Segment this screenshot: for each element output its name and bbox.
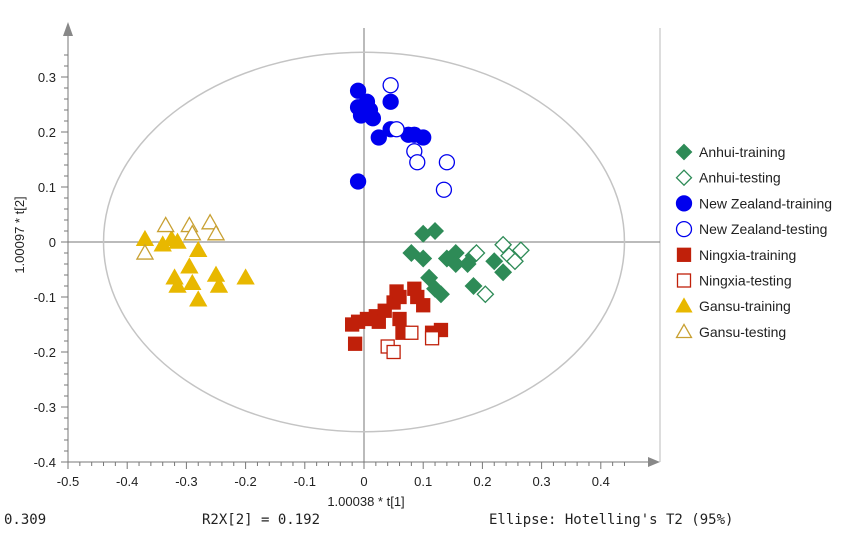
legend-marker-ningxia-testing: [676, 273, 692, 288]
x-tick-label: 0.4: [592, 474, 610, 489]
new-zealand-training-point: [349, 82, 367, 99]
ningxia-training-point: [392, 311, 407, 327]
new-zealand-training-point: [364, 110, 382, 127]
ningxia-training-point: [392, 289, 407, 305]
gansu-training-point: [209, 276, 229, 293]
legend-label-new-zealand-training: New Zealand-training: [699, 195, 832, 211]
gansu-training-point: [206, 265, 226, 282]
gansu-training-point: [189, 240, 208, 257]
x-tick-label: -0.2: [234, 474, 256, 489]
anhui-testing-point: [467, 244, 486, 262]
legend: Anhui-training Anhui-testing New Zealand-t…: [675, 143, 832, 340]
gansu-testing-point: [156, 216, 175, 233]
gansu-training-point: [168, 276, 187, 293]
x-axis-arrow: [648, 457, 660, 467]
footer-r2x1-value: 0.309: [4, 512, 47, 528]
ningxia-testing-point: [424, 331, 440, 346]
gansu-testing-point: [183, 224, 202, 241]
x-axis-label: 1.00038 * t[1]: [327, 494, 404, 509]
gansu-testing-point: [135, 243, 155, 260]
legend-marker-new-zealand-testing: [675, 220, 693, 238]
footer-r2x2: R2X[2] = 0.192: [202, 512, 321, 528]
anhui-training-point: [494, 263, 513, 282]
y-axis-label: 1.00097 * t[2]: [12, 196, 27, 273]
y-tick-label: -0.2: [34, 345, 56, 360]
gansu-training-point: [236, 268, 255, 285]
ningxia-training-point: [416, 298, 431, 313]
footer-ellipse-note: Ellipse: Hotelling's T2 (95%): [489, 512, 734, 528]
x-tick-label: 0.3: [533, 474, 551, 489]
anhui-training-point: [414, 249, 433, 268]
y-tick-label: 0: [49, 235, 56, 250]
points-layer: [135, 77, 530, 360]
y-tick-label: 0.3: [38, 70, 56, 85]
y-tick-label: 0.1: [38, 180, 56, 195]
score-scatter-chart: -0.5 -0.4 -0.3 -0.2 -0.1 0 0.1 0.2 0.3 0.40.30.20…: [12, 22, 833, 509]
new-zealand-testing-point: [435, 181, 453, 198]
anhui-training-point: [426, 222, 445, 240]
ningxia-training-point: [347, 336, 363, 351]
anhui-testing-point: [505, 252, 524, 271]
legend-marker-anhui-training: [675, 143, 693, 161]
legend-label-gansu-testing: Gansu-testing: [699, 324, 786, 340]
anhui-training-point: [402, 244, 421, 262]
anhui-training-point: [485, 252, 504, 271]
new-zealand-testing-point: [438, 154, 456, 171]
axes-layer: [61, 22, 661, 469]
x-tick-label: -0.5: [57, 474, 79, 489]
legend-marker-gansu-testing: [675, 323, 693, 339]
x-tick-label: -0.4: [116, 474, 138, 489]
y-tick-label: -0.1: [34, 290, 56, 305]
legend-label-ningxia-testing: Ningxia-testing: [699, 273, 792, 289]
anhui-training-point: [464, 277, 483, 295]
new-zealand-training-point: [349, 173, 367, 190]
legend-marker-anhui-testing: [675, 169, 693, 187]
x-tick-label: 0.2: [473, 474, 491, 489]
gansu-training-point: [183, 273, 202, 290]
new-zealand-testing-point: [382, 77, 399, 94]
new-zealand-training-point: [415, 129, 432, 146]
legend-label-new-zealand-testing: New Zealand-testing: [699, 221, 827, 237]
legend-marker-ningxia-training: [676, 247, 692, 262]
ellipse-layer: [102, 51, 626, 433]
legend-marker-gansu-training: [675, 297, 693, 313]
x-tick-label: 0.1: [414, 474, 432, 489]
x-tick-label: -0.1: [294, 474, 316, 489]
new-zealand-testing-point: [388, 121, 405, 138]
gansu-training-point: [180, 257, 199, 274]
legend-label-anhui-training: Anhui-training: [699, 144, 785, 160]
anhui-testing-point: [476, 285, 495, 304]
anhui-training-point: [431, 285, 450, 304]
new-zealand-testing-point: [409, 154, 426, 171]
gansu-training-point: [168, 232, 187, 249]
y-tick-label: -0.4: [34, 455, 56, 470]
anhui-training-point: [446, 255, 465, 273]
legend-label-gansu-training: Gansu-training: [699, 298, 791, 314]
tick-labels: -0.5 -0.4 -0.3 -0.2 -0.1 0 0.1 0.2 0.3 0.40.30.20…: [34, 70, 610, 489]
hotelling-ellipse: [102, 51, 626, 433]
ningxia-testing-point: [386, 344, 401, 360]
new-zealand-training-point: [382, 93, 399, 110]
gansu-testing-point: [206, 224, 226, 241]
new-zealand-training-point: [370, 129, 387, 146]
gansu-training-point: [189, 290, 208, 307]
y-tick-label: 0.2: [38, 125, 56, 140]
ningxia-testing-point: [404, 325, 419, 340]
x-tick-label: -0.3: [175, 474, 197, 489]
x-tick-label: 0: [360, 474, 367, 489]
legend-label-anhui-testing: Anhui-testing: [699, 170, 781, 186]
legend-marker-new-zealand-training: [675, 195, 693, 212]
y-axis-arrow: [63, 22, 73, 36]
legend-label-ningxia-training: Ningxia-training: [699, 247, 796, 263]
gansu-testing-point: [200, 213, 220, 230]
y-tick-label: -0.3: [34, 400, 56, 415]
